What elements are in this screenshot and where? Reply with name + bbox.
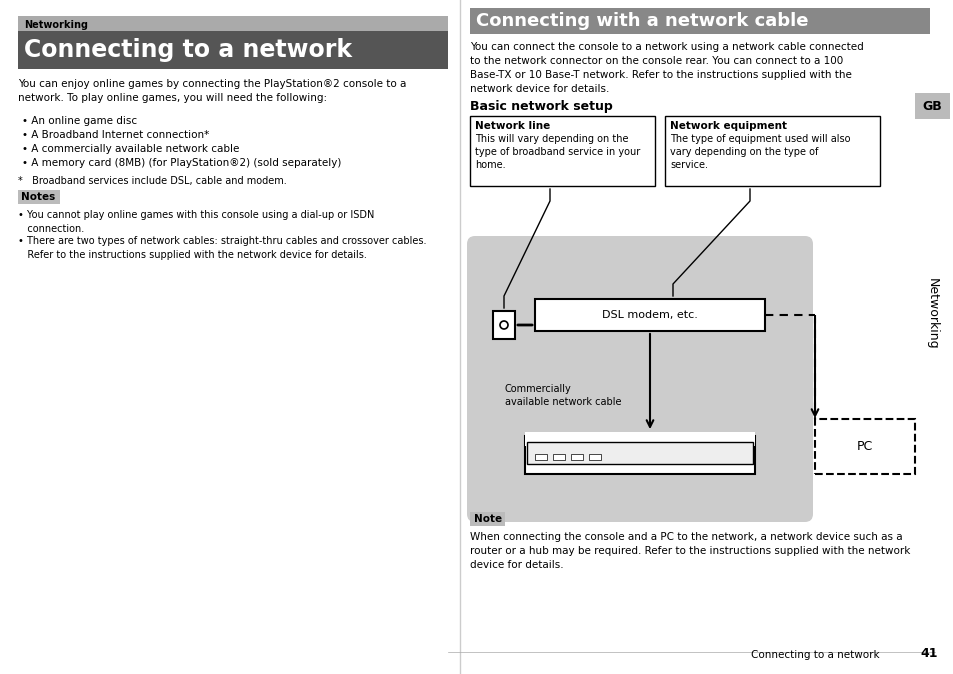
Text: This will vary depending on the
type of broadband service in your
home.: This will vary depending on the type of … — [475, 134, 639, 171]
FancyBboxPatch shape — [535, 299, 764, 331]
Text: GB: GB — [922, 100, 942, 113]
Text: • A memory card (8MB) (for PlayStation®2) (sold separately): • A memory card (8MB) (for PlayStation®2… — [22, 158, 341, 168]
FancyBboxPatch shape — [470, 8, 929, 34]
FancyBboxPatch shape — [914, 93, 949, 119]
FancyBboxPatch shape — [664, 116, 879, 186]
Text: Connecting to a network: Connecting to a network — [24, 38, 352, 62]
Text: • You cannot play online games with this console using a dial-up or ISDN
   conn: • You cannot play online games with this… — [18, 210, 374, 234]
FancyBboxPatch shape — [814, 419, 914, 474]
Text: • A commercially available network cable: • A commercially available network cable — [22, 144, 239, 154]
Text: The type of equipment used will also
vary depending on the type of
service.: The type of equipment used will also var… — [669, 134, 850, 171]
FancyBboxPatch shape — [470, 116, 655, 186]
Text: Connecting to a network: Connecting to a network — [751, 650, 879, 660]
Text: • A Broadband Internet connection*: • A Broadband Internet connection* — [22, 130, 209, 140]
Text: DSL modem, etc.: DSL modem, etc. — [601, 310, 698, 320]
FancyBboxPatch shape — [18, 16, 448, 34]
Text: • There are two types of network cables: straight-thru cables and crossover cabl: • There are two types of network cables:… — [18, 236, 426, 260]
Text: You can connect the console to a network using a network cable connected
to the : You can connect the console to a network… — [470, 42, 862, 94]
FancyBboxPatch shape — [467, 236, 812, 522]
Text: Network line: Network line — [475, 121, 550, 131]
FancyBboxPatch shape — [524, 432, 754, 446]
FancyBboxPatch shape — [535, 454, 546, 460]
Text: Notes: Notes — [21, 192, 55, 202]
FancyBboxPatch shape — [470, 512, 504, 526]
Text: *   Broadband services include DSL, cable and modem.: * Broadband services include DSL, cable … — [18, 176, 287, 186]
FancyBboxPatch shape — [524, 436, 754, 474]
Text: PC: PC — [856, 440, 872, 453]
Text: 41: 41 — [919, 647, 937, 660]
Text: Connecting with a network cable: Connecting with a network cable — [476, 12, 807, 30]
Text: Networking: Networking — [24, 20, 88, 30]
FancyBboxPatch shape — [18, 31, 448, 69]
Text: • An online game disc: • An online game disc — [22, 116, 137, 126]
FancyBboxPatch shape — [18, 190, 60, 204]
FancyBboxPatch shape — [571, 454, 582, 460]
Text: Basic network setup: Basic network setup — [470, 100, 612, 113]
Text: Network equipment: Network equipment — [669, 121, 786, 131]
FancyBboxPatch shape — [553, 454, 564, 460]
Text: Note: Note — [474, 514, 501, 524]
FancyBboxPatch shape — [588, 454, 600, 460]
Text: Networking: Networking — [925, 278, 938, 350]
FancyBboxPatch shape — [493, 311, 515, 339]
Text: You can enjoy online games by connecting the PlayStation®2 console to a
network.: You can enjoy online games by connecting… — [18, 79, 406, 103]
FancyBboxPatch shape — [526, 442, 752, 464]
Text: Commercially
available network cable: Commercially available network cable — [504, 384, 620, 407]
Text: When connecting the console and a PC to the network, a network device such as a
: When connecting the console and a PC to … — [470, 532, 909, 570]
